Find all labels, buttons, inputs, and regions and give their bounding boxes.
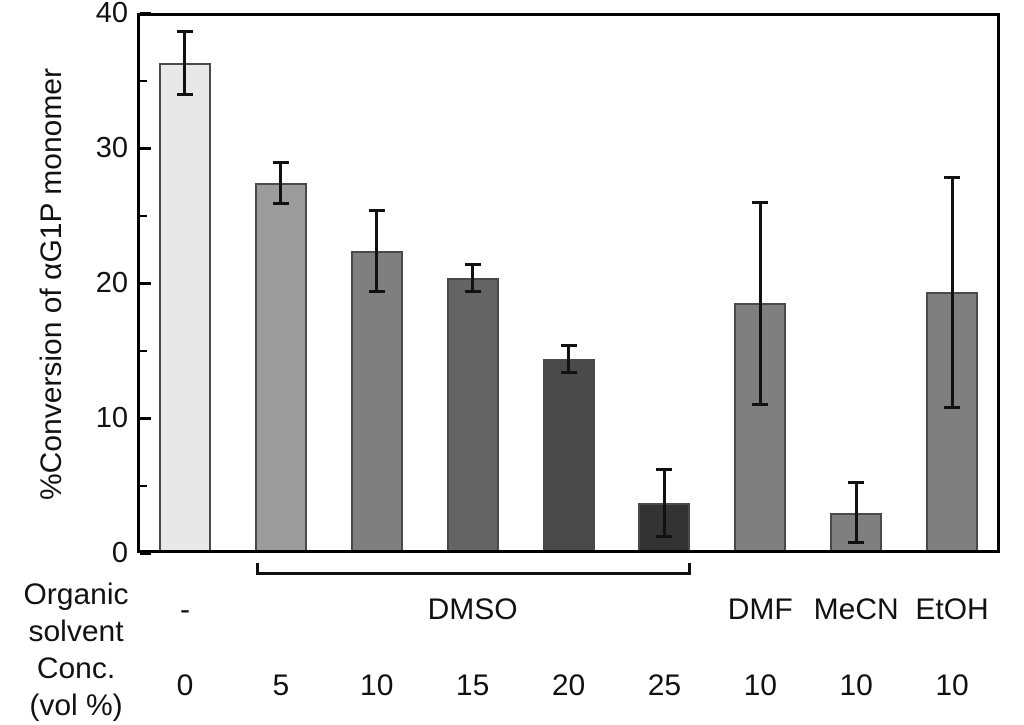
error-bar-cap-top: [176, 30, 193, 34]
row-header-organic-solvent: Organic solvent: [2, 576, 150, 650]
error-bar-cap-top: [464, 262, 481, 266]
error-bar-cap-bottom: [176, 92, 193, 96]
y-tick-label: 0: [111, 537, 128, 569]
y-minor-tick: [140, 484, 147, 487]
y-major-tick: [140, 416, 151, 420]
error-bar-line: [375, 210, 379, 292]
error-bar-line: [662, 469, 666, 537]
error-bar-line: [183, 31, 187, 94]
error-bar-line: [950, 177, 954, 408]
error-bar-cap-top: [752, 200, 769, 204]
error-bar-line: [758, 202, 762, 405]
error-bar-cap-bottom: [944, 405, 961, 409]
solvent-label-none: -: [179, 593, 190, 626]
row-header-conc: Conc. (vol %): [2, 650, 150, 724]
error-bar-cap-top: [560, 343, 577, 347]
error-bar-line: [567, 345, 570, 373]
y-tick-label: 10: [95, 402, 128, 434]
error-bar-line: [471, 264, 475, 292]
conc-label: 20: [551, 669, 586, 702]
conc-label: 25: [647, 669, 682, 702]
bar-DMSO-5: [254, 183, 307, 553]
solvent-label-MeCN: MeCN: [813, 593, 899, 626]
y-major-tick: [140, 11, 151, 15]
conc-label: 10: [360, 669, 394, 702]
plot-frame: [137, 13, 1000, 553]
row-header-line: Conc.: [36, 652, 116, 685]
row-header-line: (vol %): [29, 689, 123, 722]
conc-label: 5: [272, 669, 290, 702]
bar-none-0: [158, 62, 211, 553]
error-bar-cap-top: [944, 176, 961, 180]
y-tick-label: 40: [95, 0, 128, 29]
error-bar-cap-bottom: [848, 540, 865, 544]
y-major-tick: [140, 281, 151, 285]
solvent-label-EtOH: EtOH: [915, 593, 989, 626]
dmso-group-bracket: [255, 563, 692, 575]
error-bar-cap-bottom: [368, 289, 385, 293]
conc-label: 10: [935, 669, 969, 702]
bar-DMSO-15: [446, 277, 499, 553]
solvent-label-DMF: DMF: [727, 593, 793, 626]
conc-label: 10: [743, 669, 777, 702]
error-bar-cap-top: [848, 481, 865, 485]
y-major-tick: [140, 551, 151, 555]
conc-label: 0: [176, 669, 194, 702]
error-bar-cap-bottom: [464, 289, 481, 293]
error-bar-cap-top: [272, 161, 289, 165]
row-header-line: Organic: [23, 578, 129, 611]
error-bar-line: [854, 482, 858, 543]
y-tick-label: 30: [95, 132, 128, 164]
error-bar-cap-bottom: [752, 403, 769, 406]
error-bar-cap-bottom: [272, 201, 289, 205]
error-bar-cap-bottom: [560, 370, 577, 374]
row-header-line: solvent: [28, 615, 124, 648]
y-minor-tick: [140, 79, 147, 82]
y-tick-label: 20: [95, 267, 128, 299]
error-bar-cap-top: [368, 208, 385, 212]
error-bar-cap-top: [656, 467, 673, 471]
y-minor-tick: [140, 349, 147, 352]
solvent-label-DMSO: DMSO: [427, 593, 518, 626]
error-bar-line: [279, 162, 283, 204]
y-minor-tick: [140, 214, 147, 217]
error-bar-cap-bottom: [656, 535, 673, 539]
conc-label: 10: [839, 669, 873, 702]
conc-label: 15: [455, 669, 490, 702]
y-major-tick: [140, 146, 151, 150]
